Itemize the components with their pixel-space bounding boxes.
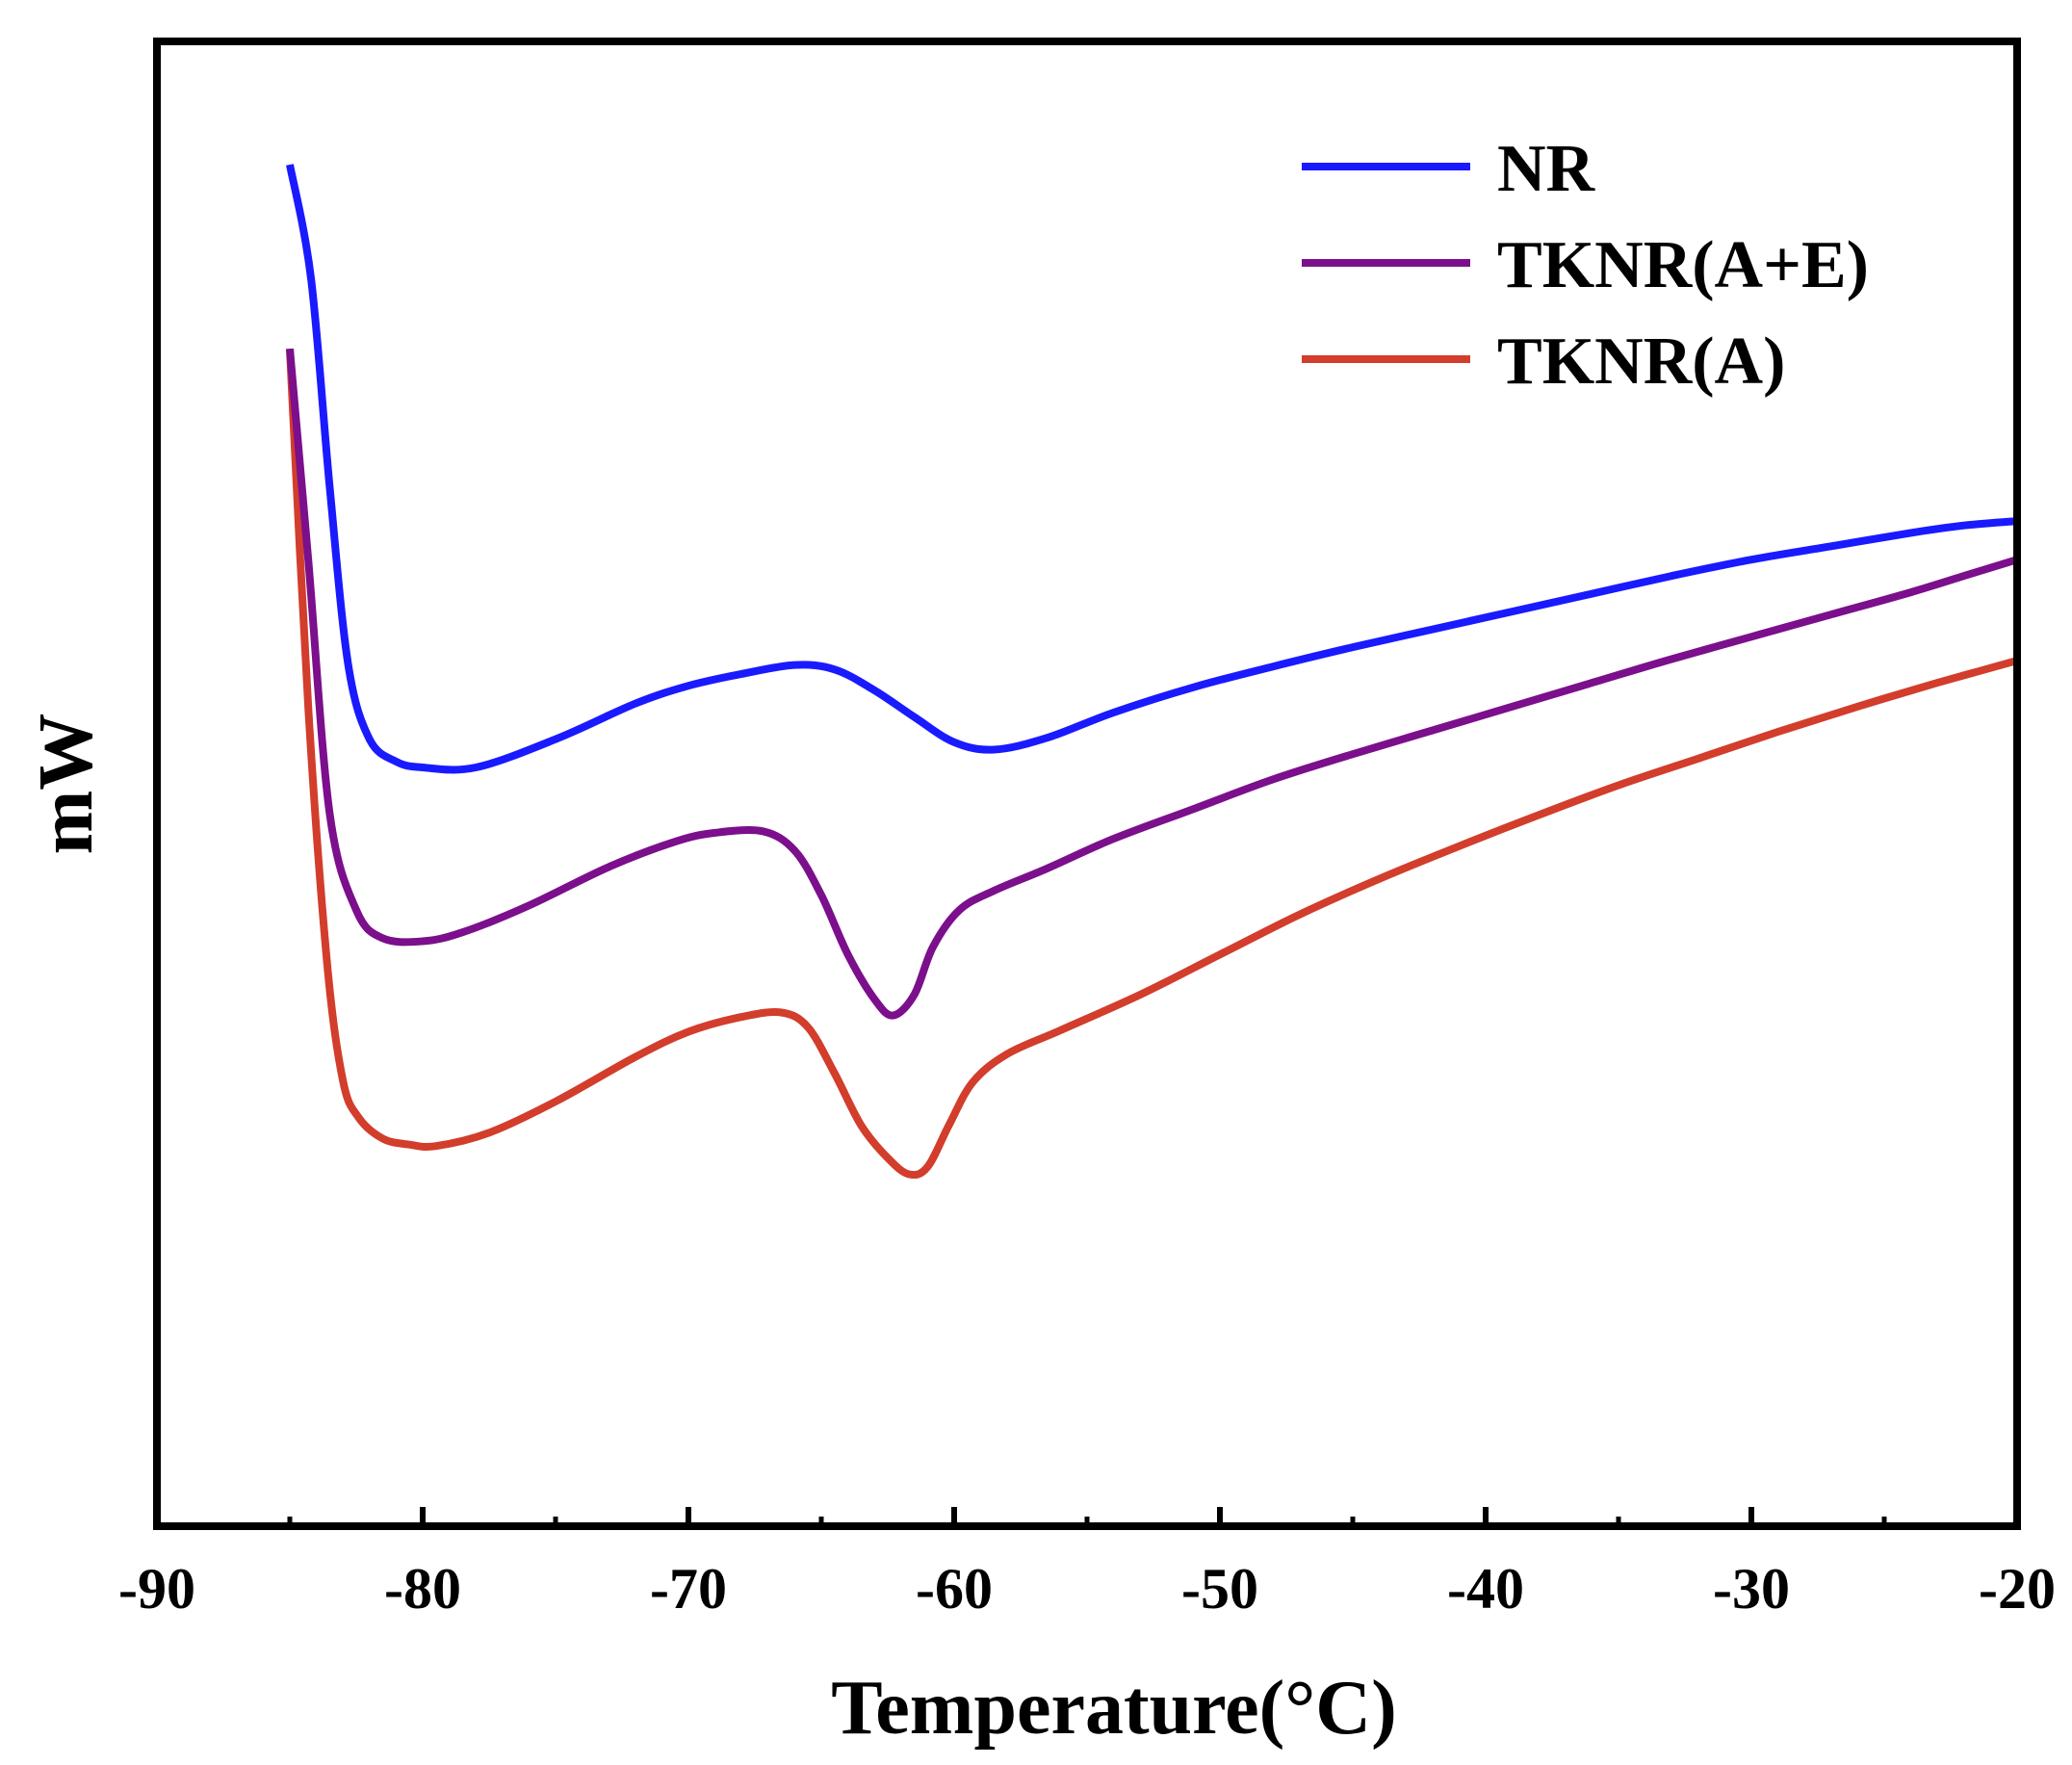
x-axis: -90 -80 -70 -60 -50 -40 -30 -20 — [118, 1507, 2056, 1621]
legend-label-tknr-a-e: TKNR(A+E) — [1497, 228, 1869, 302]
x-tick-label: -70 — [650, 1557, 727, 1621]
x-tick-label: -30 — [1713, 1557, 1790, 1621]
legend: NR TKNR(A+E) TKNR(A) — [1302, 132, 1869, 399]
legend-label-nr: NR — [1497, 132, 1596, 206]
x-tick-label: -50 — [1181, 1557, 1258, 1621]
x-axis-title: Temperature(°C) — [831, 1666, 1396, 1751]
x-tick-label: -80 — [384, 1557, 461, 1621]
series-line-tknr-a — [286, 348, 2019, 1180]
series-line-nr — [286, 164, 2018, 774]
legend-label-tknr-a: TKNR(A) — [1497, 324, 1785, 399]
y-axis-title: mW — [24, 714, 109, 855]
x-tick-label: -60 — [916, 1557, 993, 1621]
series-line-tknr-a-e — [286, 348, 2019, 1020]
series-layer — [286, 164, 2019, 1180]
x-tick-label: -90 — [118, 1557, 195, 1621]
x-tick-label: -20 — [1979, 1557, 2056, 1621]
x-tick-label: -40 — [1447, 1557, 1524, 1621]
